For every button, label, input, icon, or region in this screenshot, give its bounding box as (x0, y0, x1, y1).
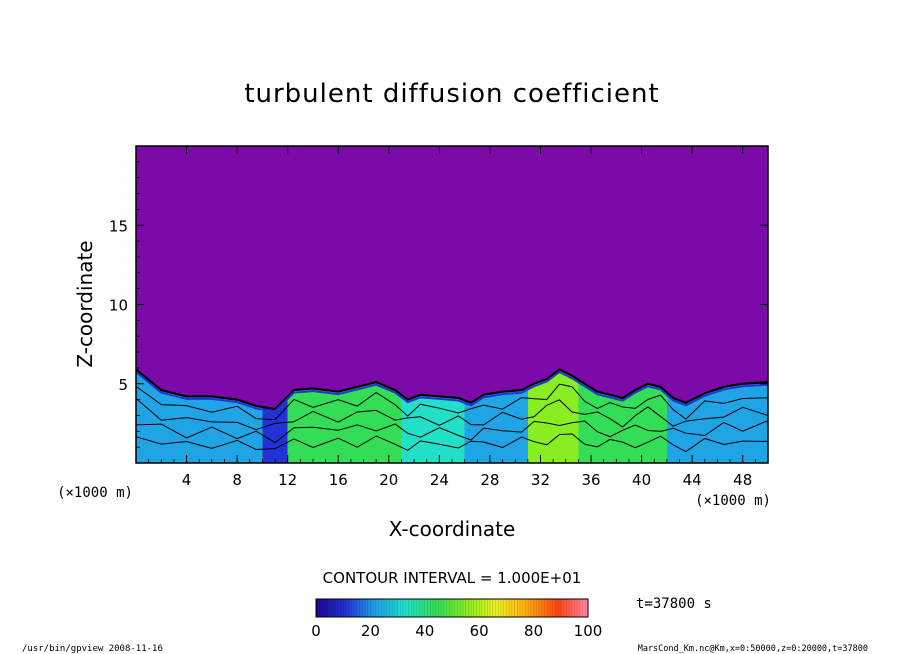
colorbar-frame (315, 598, 589, 618)
x-tick-label: 36 (581, 471, 600, 489)
plot-area (136, 146, 768, 463)
x-tick-label: 12 (278, 471, 297, 489)
contour-line (136, 420, 768, 444)
x-tick-label: 8 (232, 471, 242, 489)
y-tick-label: 10 (109, 297, 128, 315)
x-tick-label: 44 (683, 471, 702, 489)
boundary-layer-contours (136, 383, 768, 453)
colorbar-tick-label: 80 (524, 622, 543, 640)
colorbar: 0 20 40 60 80 100 (311, 598, 602, 640)
chart-title: turbulent diffusion coefficient (244, 79, 659, 109)
boundary-layer-top-blue (136, 370, 768, 413)
x-tick-label: 28 (480, 471, 499, 489)
y-axis-ticks: 5 10 15 (109, 145, 768, 464)
contour-line (136, 383, 768, 421)
x-tick-label: 40 (632, 471, 651, 489)
colorbar-gradient (316, 599, 588, 617)
colorbar-stripes (318, 599, 586, 617)
x-tick-label: 24 (430, 471, 449, 489)
footer-left: /usr/bin/gpview 2008-11-16 (22, 644, 163, 654)
y-tick-label: 5 (118, 376, 128, 394)
contour-line (136, 433, 768, 453)
colorbar-tick-label: 100 (574, 622, 603, 640)
x-axis-ticks: 4 8 12 16 20 24 28 32 36 40 44 48 (135, 146, 769, 489)
contour-interval-text: CONTOUR INTERVAL = 1.000E+01 (323, 569, 582, 587)
colorbar-tick-label: 60 (470, 622, 489, 640)
x-tick-label: 20 (379, 471, 398, 489)
y-axis-label: Z-coordinate (73, 240, 97, 367)
x-tick-label: 32 (531, 471, 550, 489)
colorbar-tick-label: 0 (311, 622, 321, 640)
contour-line (136, 397, 768, 431)
x-tick-label: 16 (329, 471, 348, 489)
boundary-layer-top-line (136, 368, 768, 411)
colorbar-tick-label: 20 (361, 622, 380, 640)
x-axis-label: X-coordinate (389, 517, 516, 541)
colorbar-ticks: 0 20 40 60 80 100 (311, 622, 602, 640)
x-unit-label: (×1000 m) (695, 493, 771, 509)
y-unit-label: (×1000 m) (57, 485, 133, 501)
footer-right: MarsCond_Km.nc@Km,x=0:50000,z=0:20000,t=… (638, 644, 868, 654)
x-tick-label: 4 (182, 471, 192, 489)
time-text: t=37800 s (636, 596, 712, 612)
colorbar-tick-label: 40 (415, 622, 434, 640)
y-tick-label: 15 (109, 217, 128, 235)
x-tick-label: 48 (733, 471, 752, 489)
